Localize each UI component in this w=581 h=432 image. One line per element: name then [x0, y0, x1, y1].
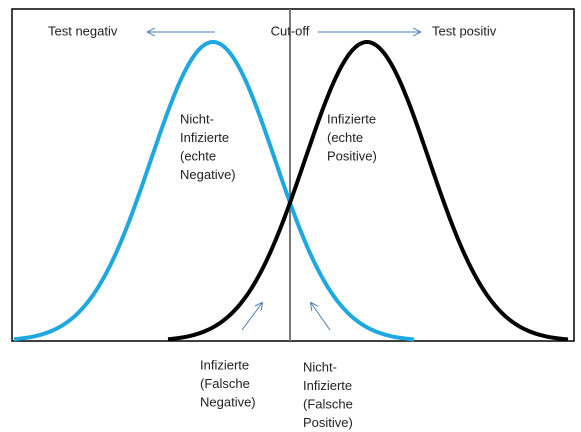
label-line: (Falsche: [303, 396, 353, 411]
label-line: Negative): [200, 394, 256, 409]
pointer-false-positive: [311, 303, 331, 331]
label-line: Infizierte: [200, 357, 249, 372]
label-line: Negative): [180, 167, 236, 182]
header-center: Cut-off: [271, 23, 310, 38]
header-right: Test positiv: [432, 23, 497, 38]
label-line: Infizierte: [180, 130, 229, 145]
label-line: Positive): [327, 148, 377, 163]
label-line: (echte: [327, 130, 363, 145]
pointer-false-negative: [241, 303, 262, 331]
label-line: (echte: [180, 148, 216, 163]
label-line: Nicht-: [303, 359, 337, 374]
label-line: Infizierte: [303, 378, 352, 393]
label-line: Positive): [303, 415, 353, 430]
header-left: Test negativ: [48, 23, 118, 38]
positive-curve: [167, 40, 569, 342]
negative-curve: [13, 40, 415, 342]
label-line: (Falsche: [200, 376, 250, 391]
plot-frame: [11, 8, 575, 342]
label-line: Nicht-: [180, 111, 214, 126]
label-line: Infizierte: [327, 111, 376, 126]
